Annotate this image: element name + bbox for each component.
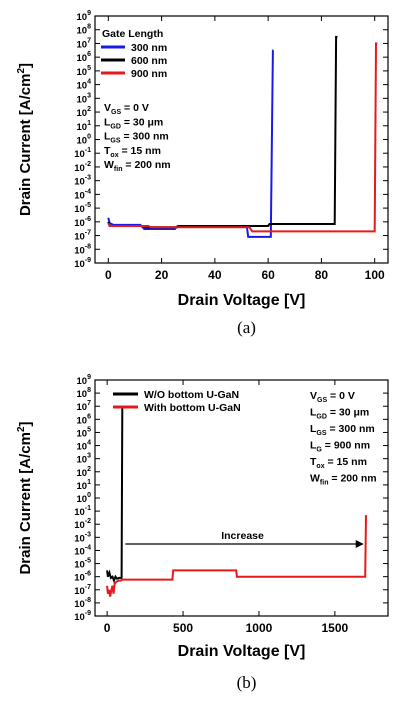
- parameter-label: VGS = 0 V: [310, 390, 355, 404]
- legend-title-a: Gate Length: [102, 28, 163, 40]
- series-line-300-nm: [107, 49, 274, 238]
- series-line-w-o-bottom-u-gan: [106, 406, 124, 584]
- y-tick-label: 100: [77, 134, 92, 147]
- parameter-label: LGD = 30 μm: [310, 407, 369, 421]
- y-tick-label: 10-1: [74, 505, 91, 518]
- y-tick-label: 100: [77, 492, 92, 505]
- series-line-with-bottom-u-gan: [106, 515, 367, 597]
- x-tick-label: 1500: [322, 621, 349, 635]
- parameters-b: VGS = 0 V LGD = 30 μm LGS = 300 nm LG = 900…: [310, 390, 377, 487]
- y-tick-label: 103: [77, 92, 92, 105]
- y-tick-label: 10-7: [74, 230, 91, 243]
- x-tick-label: 20: [155, 268, 169, 282]
- legend-label: With bottom U-GaN: [144, 402, 241, 414]
- y-tick-label: 106: [77, 51, 92, 64]
- y-axis-label-a: Drain Current [A/cm2]: [16, 63, 34, 216]
- y-tick-label: 107: [77, 400, 92, 413]
- y-tick-label: 101: [77, 479, 92, 492]
- parameter-label: Tox = 15 nm: [104, 145, 161, 159]
- x-tick-label: 0: [104, 621, 111, 635]
- y-tick-label: 10-5: [74, 202, 91, 215]
- panel-b: 10-910-810-710-610-510-410-310-210-11001…: [16, 374, 389, 692]
- y-tick-label: 103: [77, 453, 92, 466]
- y-tick-label: 108: [77, 24, 92, 37]
- y-tick-label: 107: [77, 37, 92, 50]
- x-tick-label: 80: [315, 268, 329, 282]
- series-group-a: [107, 35, 378, 238]
- y-tick-label: 10-9: [74, 610, 91, 623]
- y-tick-label: 109: [77, 374, 92, 387]
- y-tick-label: 10-8: [74, 597, 91, 610]
- x-tick-label: 40: [208, 268, 222, 282]
- y-tick-label: 106: [77, 413, 92, 426]
- y-tick-label: 10-3: [74, 531, 91, 544]
- x-tick-label: 500: [173, 621, 193, 635]
- y-tick-label: 10-9: [74, 257, 91, 270]
- y-tick-label: 108: [77, 387, 92, 400]
- y-tick-label: 10-4: [74, 188, 91, 201]
- x-axis-b: 0 500 1000 1500: [104, 380, 349, 635]
- arrow-head-icon: [355, 540, 364, 548]
- series-group-b: [106, 406, 367, 597]
- x-tick-label: 60: [261, 268, 275, 282]
- parameter-label: LGD = 30 μm: [104, 116, 163, 130]
- x-axis-label-b: Drain Voltage [V]: [178, 643, 306, 660]
- y-tick-label: 105: [77, 65, 92, 78]
- y-tick-label: 104: [77, 79, 92, 92]
- caption-a: (a): [237, 318, 256, 337]
- legend-label: 600 nm: [131, 55, 167, 67]
- x-axis-label-a: Drain Voltage [V]: [178, 292, 306, 309]
- panel-a: 10-910-810-710-610-510-410-310-210-11001…: [16, 10, 389, 337]
- y-tick-label: 10-4: [74, 544, 91, 557]
- x-tick-label: 100: [365, 268, 385, 282]
- x-tick-label: 0: [105, 268, 112, 282]
- y-axis-label-b: Drain Current [A/cm2]: [16, 421, 34, 574]
- parameter-label: LG = 900 nm: [310, 440, 370, 454]
- legend-label: W/O bottom U-GaN: [144, 389, 239, 401]
- y-tick-label: 102: [77, 106, 92, 119]
- series-line-900-nm: [107, 42, 378, 233]
- parameter-label: Wfin = 200 nm: [104, 159, 171, 173]
- parameter-label: Wfin = 200 nm: [310, 473, 377, 487]
- y-tick-label: 105: [77, 426, 92, 439]
- legend-label: 900 nm: [131, 68, 167, 80]
- x-axis-a: 0 20 40 60 80 100: [105, 16, 385, 282]
- y-tick-label: 10-2: [74, 518, 91, 531]
- y-tick-label: 10-6: [74, 571, 91, 584]
- y-tick-label: 10-5: [74, 558, 91, 571]
- parameter-label: LGS = 300 nm: [104, 131, 169, 145]
- parameter-label: Tox = 15 nm: [310, 456, 367, 470]
- y-tick-label: 10-8: [74, 243, 91, 256]
- y-tick-label: 10-6: [74, 216, 91, 229]
- parameter-label: LGS = 300 nm: [310, 423, 375, 437]
- y-tick-label: 10-2: [74, 161, 91, 174]
- increase-annotation: Increase: [125, 530, 364, 548]
- parameter-label: VGS = 0 V: [104, 102, 149, 116]
- y-tick-label: 10-3: [74, 175, 91, 188]
- y-tick-label: 102: [77, 466, 92, 479]
- y-tick-label: 10-1: [74, 147, 91, 160]
- y-tick-label: 109: [77, 10, 92, 23]
- caption-b: (b): [237, 673, 257, 692]
- x-tick-label: 1000: [246, 621, 273, 635]
- y-tick-label: 10-7: [74, 584, 91, 597]
- y-tick-label: 101: [77, 120, 92, 133]
- increase-label: Increase: [221, 530, 264, 542]
- y-tick-label: 104: [77, 440, 92, 453]
- legend-label: 300 nm: [131, 42, 167, 54]
